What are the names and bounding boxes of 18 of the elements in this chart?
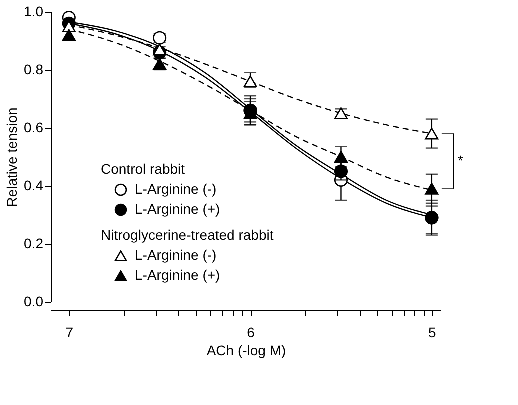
y-tick-label: 1.0 [24, 4, 44, 20]
y-tick-label: 0.4 [24, 178, 44, 194]
x-tick-label: 7 [66, 324, 74, 340]
y-tick-label: 0.0 [24, 294, 44, 310]
legend-label: L-Arginine (+) [135, 201, 220, 217]
y-axis-title: Relative tension [4, 108, 20, 208]
annotation: Control rabbit [101, 161, 186, 177]
annotation: Nitroglycerine-treated rabbit [101, 227, 274, 243]
y-tick-label: 0.2 [24, 236, 44, 252]
legend-label: L-Arginine (-) [135, 181, 217, 197]
y-tick-label: 0.8 [24, 62, 44, 78]
x-axis-title: ACh (-log M) [206, 342, 286, 358]
x-tick-label: 6 [247, 324, 256, 340]
legend-label: L-Arginine (-) [135, 247, 217, 263]
y-tick-label: 0.6 [24, 120, 44, 136]
x-tick-label: 5 [428, 324, 437, 340]
legend-label: L-Arginine (+) [135, 267, 220, 283]
text: * [458, 152, 464, 168]
